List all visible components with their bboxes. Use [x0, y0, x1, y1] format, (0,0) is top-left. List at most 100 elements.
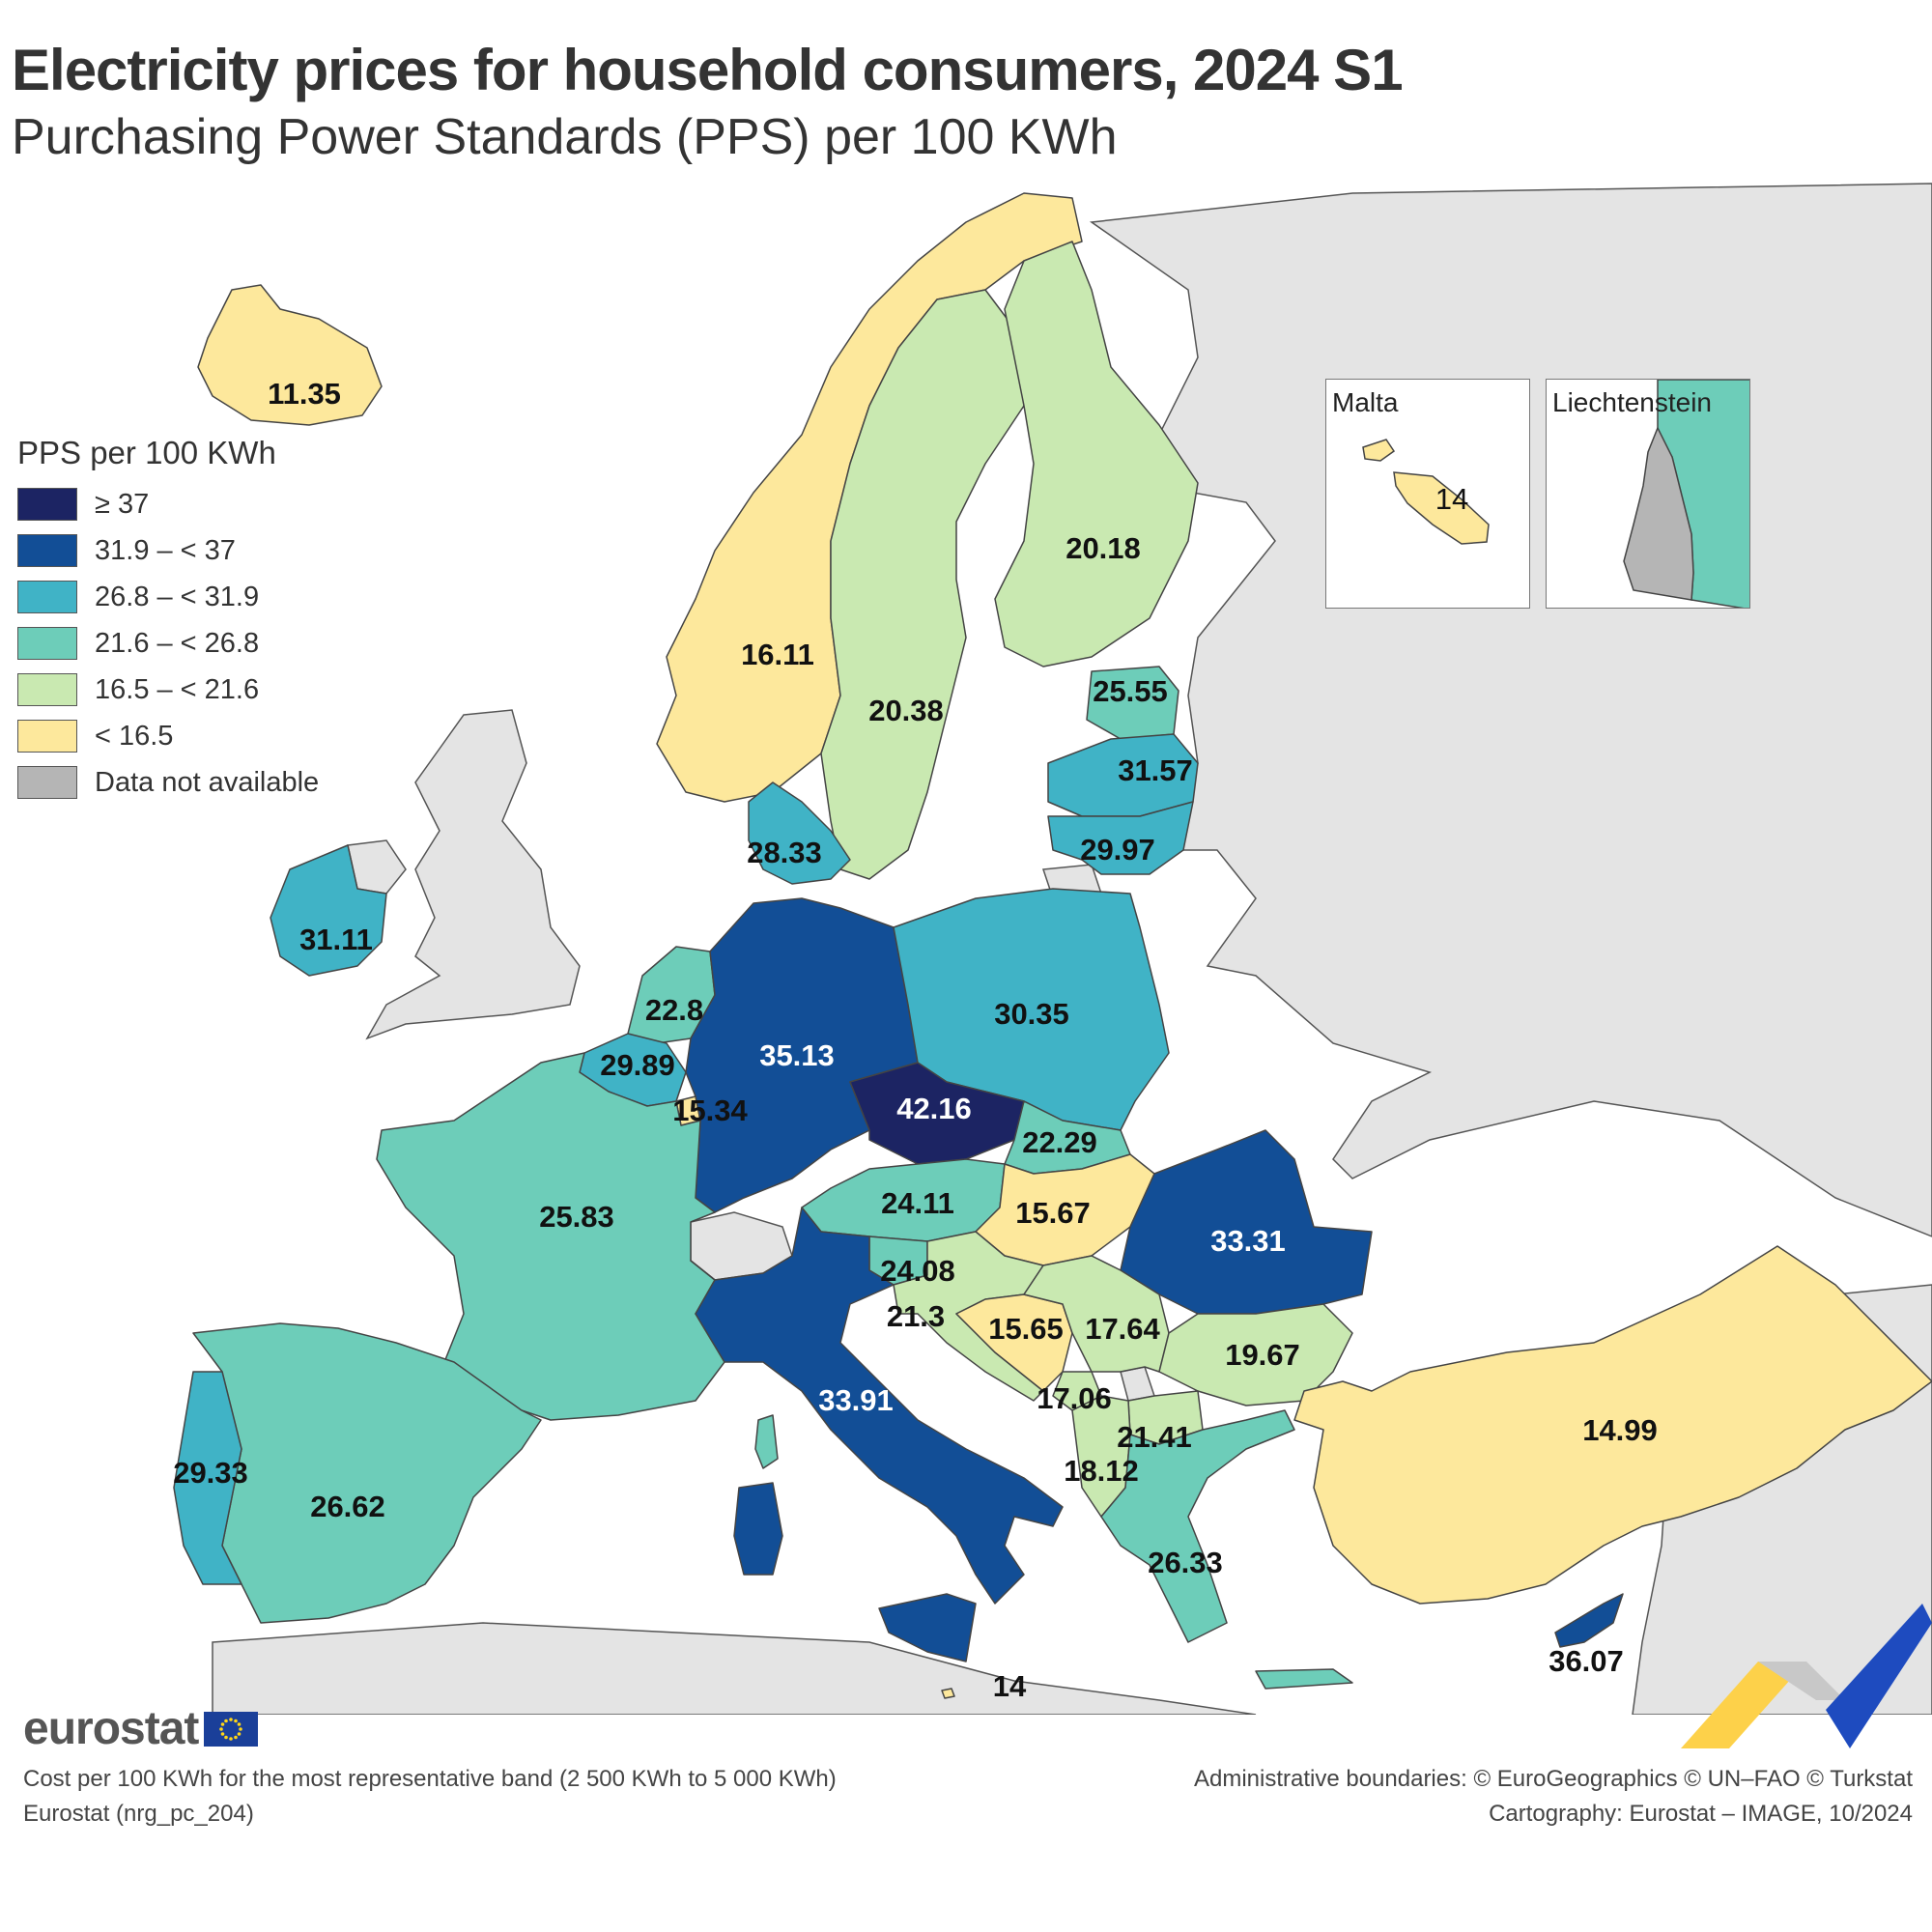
legend-label: 31.9 – < 37: [95, 534, 236, 566]
malta-inset-value: 14: [1435, 482, 1468, 516]
region-italy: [690, 1207, 1064, 1605]
legend-item: 21.6 – < 26.8: [17, 620, 319, 667]
legend-item: 16.5 – < 21.6: [17, 667, 319, 713]
legend-label: Data not available: [95, 766, 320, 798]
value-label-germany: 35.13: [759, 1038, 835, 1072]
value-label-denmark: 28.33: [747, 836, 822, 869]
value-label-hungary: 15.67: [1015, 1196, 1091, 1230]
legend-item: ≥ 37: [17, 481, 319, 527]
value-label-norway: 16.11: [741, 638, 814, 671]
value-label-france: 25.83: [539, 1200, 614, 1234]
legend-item: 26.8 – < 31.9: [17, 574, 319, 620]
eu-flag-icon: [204, 1711, 259, 1747]
value-label-slovakia: 22.29: [1022, 1125, 1097, 1159]
legend-label: 26.8 – < 31.9: [95, 581, 260, 612]
region-serbia: [1023, 1255, 1170, 1373]
footer-boundaries: Administrative boundaries: © EuroGeograp…: [1193, 1766, 1913, 1792]
malta-inset: Malta 14: [1325, 379, 1530, 609]
value-label-serbia: 17.64: [1085, 1312, 1160, 1346]
footer-left: Cost per 100 KWh for the most representa…: [23, 1762, 837, 1832]
region-cyprus: [1554, 1593, 1624, 1648]
russia-east-land: [1089, 183, 1932, 1237]
footer-source: Eurostat (nrg_pc_204): [23, 1801, 254, 1827]
value-label-austria: 24.11: [881, 1186, 954, 1220]
page-subtitle: Purchasing Power Standards (PPS) per 100…: [12, 109, 1118, 165]
value-label-malta-main: 14: [993, 1669, 1027, 1703]
legend-swatch: [17, 581, 77, 613]
legend-item: 31.9 – < 37: [17, 527, 319, 574]
legend-label: ≥ 37: [95, 488, 150, 520]
malta-island-main: [1393, 471, 1490, 545]
value-label-bulgaria: 19.67: [1225, 1338, 1300, 1372]
value-label-italy: 33.91: [818, 1383, 894, 1417]
value-label-latvia: 31.57: [1118, 753, 1193, 787]
value-label-greece: 26.33: [1148, 1546, 1223, 1579]
liechtenstein-inset-title: Liechtenstein: [1552, 387, 1713, 417]
value-label-romania: 33.31: [1210, 1224, 1286, 1258]
legend-swatch: [17, 720, 77, 753]
region-sardinia: [733, 1482, 783, 1576]
footer-cartography: Cartography: Eurostat – IMAGE, 10/2024: [1489, 1801, 1913, 1827]
europe-map: 11.35 16.11 20.38 20.18 25.55 31.57 29.97 28.33…: [173, 183, 1932, 1715]
value-label-cyprus: 36.07: [1548, 1644, 1624, 1678]
region-greece: [1100, 1409, 1295, 1643]
value-label-netherlands: 22.8: [645, 993, 703, 1027]
footer-note: Cost per 100 KWh for the most representa…: [23, 1766, 837, 1792]
region-iceland: [197, 284, 383, 426]
region-bulgaria: [1158, 1303, 1353, 1406]
map-legend: PPS per 100 KWh ≥ 37 31.9 – < 37 26.8 – < …: [17, 435, 319, 806]
eurostat-logo: eurostat: [23, 1702, 259, 1755]
region-ireland: [270, 844, 387, 977]
value-label-iceland: 11.35: [268, 377, 341, 411]
eurostat-logo-text: eurostat: [23, 1703, 199, 1754]
value-label-finland: 20.18: [1065, 531, 1141, 565]
legend-swatch: [17, 488, 77, 521]
value-label-croatia: 21.3: [887, 1299, 945, 1333]
legend-item: < 16.5: [17, 713, 319, 759]
value-label-ireland: 31.11: [299, 923, 373, 956]
value-label-sweden: 20.38: [868, 694, 944, 727]
region-finland: [994, 241, 1199, 668]
page-title: Electricity prices for household consume…: [12, 38, 1404, 102]
value-label-bosnia: 15.65: [988, 1312, 1064, 1346]
decorative-chevron-icon: [1681, 1604, 1932, 1748]
region-lithuania: [1047, 801, 1194, 875]
legend-label: 16.5 – < 21.6: [95, 673, 260, 705]
value-label-turkey: 14.99: [1582, 1413, 1658, 1447]
value-label-belgium: 29.89: [600, 1048, 675, 1082]
region-sweden: [820, 289, 1025, 880]
legend-swatch: [17, 534, 77, 567]
legend-label: 21.6 – < 26.8: [95, 627, 260, 659]
region-crete: [1255, 1668, 1353, 1690]
north-africa: [212, 1622, 1257, 1715]
legend-title: PPS per 100 KWh: [17, 435, 276, 470]
legend-swatch: [17, 766, 77, 799]
footer-right: Administrative boundaries: © EuroGeograp…: [1194, 1762, 1913, 1832]
great-britain: [365, 709, 581, 1040]
kosovo: [1120, 1366, 1155, 1402]
value-label-north-macedonia: 21.41: [1117, 1420, 1192, 1454]
legend-label: < 16.5: [95, 720, 174, 752]
region-germany: [685, 897, 919, 1213]
region-portugal: [173, 1371, 242, 1585]
region-denmark: [748, 781, 851, 885]
value-label-poland: 30.35: [994, 997, 1069, 1031]
value-label-slovenia: 24.08: [880, 1254, 955, 1288]
value-label-luxembourg: 15.34: [672, 1094, 748, 1127]
value-label-estonia: 25.55: [1093, 674, 1168, 708]
value-label-portugal: 29.33: [173, 1456, 248, 1490]
value-label-czechia: 42.16: [896, 1092, 972, 1125]
value-label-lithuania: 29.97: [1080, 833, 1155, 867]
value-label-albania: 18.12: [1064, 1454, 1139, 1488]
legend-swatch: [17, 673, 77, 706]
legend-item: Data not available: [17, 759, 319, 806]
region-sicily: [878, 1593, 977, 1662]
value-label-montenegro: 17.06: [1037, 1381, 1112, 1415]
value-label-spain: 26.62: [310, 1490, 385, 1523]
legend-swatch: [17, 627, 77, 660]
liechtenstein-territory: [1623, 426, 1694, 601]
region-romania: [1120, 1129, 1373, 1315]
region-turkey: [1293, 1245, 1932, 1605]
region-malta-main: [941, 1688, 955, 1699]
malta-island-small: [1362, 439, 1396, 462]
